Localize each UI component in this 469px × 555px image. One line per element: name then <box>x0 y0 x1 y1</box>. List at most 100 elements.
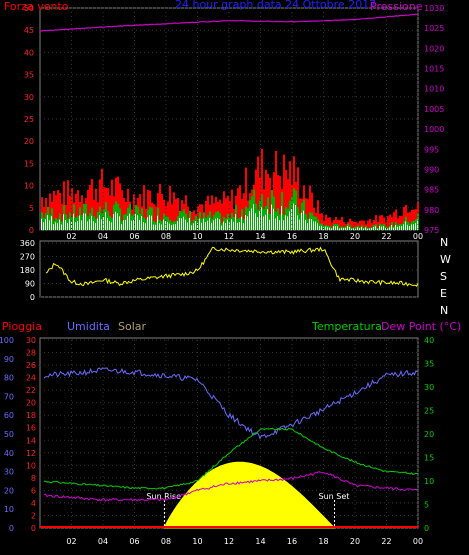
rain-tick-label: 18 <box>26 411 36 420</box>
wind-gust-bar <box>237 188 239 230</box>
wind-speed-bar <box>367 228 368 230</box>
wind-speed-bar <box>269 219 270 230</box>
rain-tick-label: 14 <box>26 436 36 445</box>
time-tick-label: 18 <box>318 232 328 241</box>
wind-speed-bar <box>193 223 194 230</box>
wind-speed-bar <box>223 221 224 230</box>
humidity-tick-label: 30 <box>4 468 14 477</box>
time-tick-label: 22 <box>381 537 391 546</box>
wind-speed-bar <box>279 220 280 230</box>
wind-gust-bar <box>327 217 329 230</box>
wind-gust-bar <box>353 221 355 230</box>
wind-speed-bar <box>127 215 128 230</box>
wind-speed-bar <box>307 223 308 230</box>
wind-gust-bar <box>369 218 371 230</box>
wind-gust-bar <box>161 193 163 230</box>
wind-gust-bar <box>245 167 247 230</box>
wind-speed-bar <box>245 215 246 230</box>
wind-gust-bar <box>341 216 343 230</box>
solar-radiation-area <box>163 461 336 529</box>
pressure-tick-label: 975 <box>424 226 439 235</box>
wind-speed-bar <box>387 228 388 230</box>
wind-speed-bar <box>231 219 232 230</box>
wind-tick-label: 5 <box>29 204 34 213</box>
wind-gust-bar <box>335 216 337 230</box>
wind-gust-bar <box>225 198 227 230</box>
wind-gust-bar <box>175 199 177 230</box>
wind-speed-bar <box>241 216 242 230</box>
time-tick-label: 10 <box>192 232 202 241</box>
wind-speed-bar <box>407 224 408 230</box>
wind-speed-bar <box>347 226 348 230</box>
wind-speed-bar <box>317 223 318 230</box>
wind-speed-bar <box>77 220 78 230</box>
wind-gust-bar <box>381 215 383 230</box>
wind-gust-bar <box>319 213 321 230</box>
wind-speed-bar <box>397 226 398 230</box>
wind-gust-bar <box>77 190 79 230</box>
wind-gust-bar <box>285 169 287 230</box>
wind-speed-bar <box>171 225 172 230</box>
wind-speed-bar <box>283 220 284 230</box>
wind-speed-bar <box>309 218 310 230</box>
wind-gust-bar <box>325 214 327 230</box>
wind-gust-bar <box>261 148 263 230</box>
wind-tick-label: 0 <box>29 226 34 235</box>
wind-speed-bar <box>211 222 212 230</box>
wind-gust-bar <box>205 201 207 230</box>
pressure-tick-label: 1030 <box>424 4 444 13</box>
wind-speed-bar <box>329 227 330 230</box>
temperature-tick-label: 35 <box>424 360 434 369</box>
wind-speed-bar <box>321 225 322 230</box>
wind-speed-bar <box>181 218 182 230</box>
temperature-tick-label: 15 <box>424 454 434 463</box>
direction-tick-label: 90 <box>25 280 35 289</box>
wind-gust-bar <box>367 220 369 230</box>
wind-speed-bar <box>399 226 400 230</box>
wind-speed-bar <box>45 219 46 230</box>
wind-speed-bar <box>73 213 74 230</box>
wind-gust-bar <box>121 190 123 230</box>
wind-speed-bar <box>409 226 410 230</box>
humidity-tick-label: 90 <box>4 355 14 364</box>
wind-gust-bar <box>363 220 365 230</box>
wind-speed-bar <box>177 221 178 230</box>
wind-gust-bar <box>265 169 267 230</box>
wind-gust-bar <box>269 177 271 230</box>
time-tick-label: 08 <box>161 232 171 241</box>
wind-speed-bar <box>351 228 352 230</box>
wind-speed-bar <box>153 224 154 230</box>
pressure-tick-label: 990 <box>424 165 439 174</box>
wind-speed-bar <box>49 220 50 230</box>
wind-gust-bar <box>389 214 391 230</box>
time-tick-label: 06 <box>129 537 139 546</box>
wind-tick-label: 45 <box>24 26 34 35</box>
wind-gust-bar <box>55 195 57 230</box>
wind-gust-bar <box>185 195 187 230</box>
wind-speed-bar <box>159 223 160 230</box>
wind-speed-bar <box>337 226 338 230</box>
wind-speed-bar <box>93 221 94 230</box>
wind-gust-bar <box>383 217 385 230</box>
wind-gust-bar <box>123 197 125 230</box>
wind-gust-bar <box>279 176 281 230</box>
wind-speed-bar <box>249 210 250 230</box>
wind-speed-bar <box>315 221 316 230</box>
wind-tick-label: 15 <box>24 159 34 168</box>
wind-speed-bar <box>339 228 340 230</box>
wind-gust-bar <box>331 222 333 230</box>
wind-speed-bar <box>373 226 374 230</box>
wind-gust-bar <box>89 185 91 230</box>
temperature-tick-label: 10 <box>424 477 434 486</box>
wind-speed-bar <box>265 214 266 230</box>
time-tick-label: 08 <box>161 537 171 546</box>
time-tick-label: 10 <box>192 537 202 546</box>
wind-gust-bar <box>147 189 149 230</box>
wind-gust-bar <box>75 193 77 230</box>
wind-speed-bar <box>267 209 268 230</box>
time-tick-label: 14 <box>255 232 265 241</box>
wind-speed-bar <box>303 210 304 230</box>
wind-tick-label: 25 <box>24 115 34 124</box>
wind-gust-bar <box>231 189 233 230</box>
rain-tick-label: 10 <box>26 461 36 470</box>
